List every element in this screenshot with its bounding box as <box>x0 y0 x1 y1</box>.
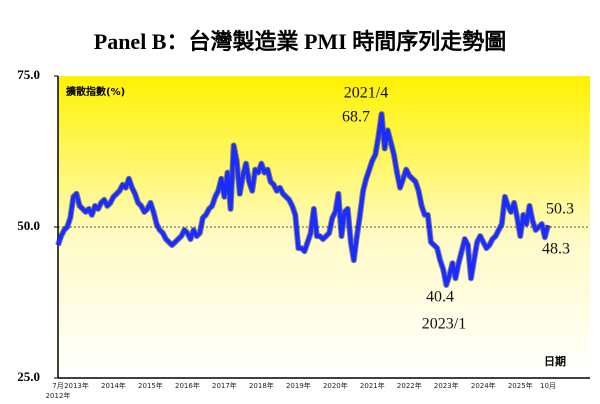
x-tick-label: 2022年 <box>397 381 422 390</box>
annotation: 48.3 <box>542 241 570 258</box>
x-tick-label: 2024年 <box>471 381 496 390</box>
x-axis-label: 日期 <box>544 354 566 368</box>
annotation: 50.3 <box>546 201 574 218</box>
annotation: 68.7 <box>342 109 370 126</box>
y-tick-label: 50.0 <box>17 218 40 233</box>
y-tick-label: 75.0 <box>17 67 40 82</box>
x-tick-label: 2017年 <box>212 381 237 390</box>
x-tick-label: 2015年 <box>138 381 163 390</box>
x-tick-label: 2018年 <box>249 381 274 390</box>
x-tick-label: 2016年 <box>175 381 200 390</box>
x-tick-label: 2020年 <box>323 381 348 390</box>
y-axis-label: 擴散指數(%) <box>66 85 125 98</box>
annotation: 2021/4 <box>344 85 388 102</box>
x-tick-label: 2021年 <box>360 381 385 390</box>
x-tick-label: 2019年 <box>286 381 311 390</box>
x-tick-label: 7月 <box>52 382 63 390</box>
x-start-year: 2012年 <box>46 391 71 400</box>
chart-title: Panel B：台灣製造業 PMI 時間序列走勢圖 <box>94 29 507 54</box>
annotation: 40.4 <box>426 289 454 306</box>
x-tick-label: 2023年 <box>434 381 459 390</box>
x-tick-label: 2025年 <box>508 381 533 390</box>
annotation: 2023/1 <box>422 316 466 333</box>
y-tick-label: 25.0 <box>17 369 40 384</box>
x-tick-label: 2014年 <box>101 381 126 390</box>
x-tick-label: 2013年 <box>64 381 89 390</box>
line <box>56 112 550 287</box>
x-tick-label: 10月 <box>540 382 556 390</box>
